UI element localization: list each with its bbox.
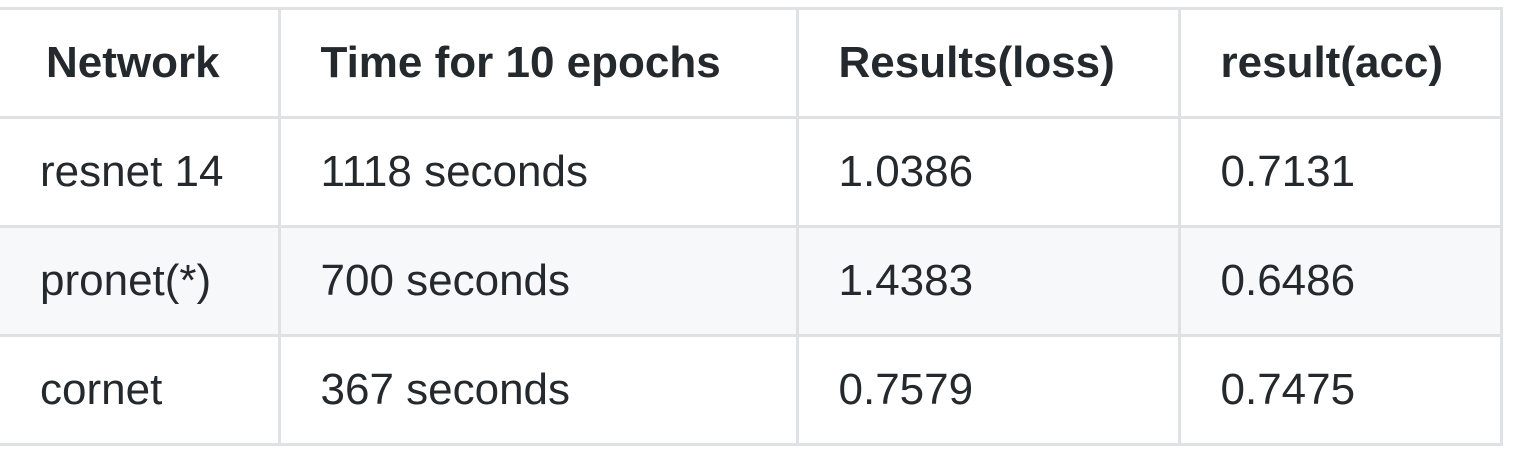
cell-loss: 1.0386 [795,116,1181,228]
cell-acc: 0.7131 [1177,116,1503,228]
table-header: Network Time for 10 epochs Results(loss)… [0,7,1503,119]
cell-time: 1118 seconds [277,116,799,228]
table-row: resnet 14 1118 seconds 1.0386 0.7131 [0,116,1503,228]
cell-acc: 0.6486 [1177,225,1503,337]
header-loss: Results(loss) [795,7,1181,119]
cell-network: resnet 14 [0,116,281,228]
cell-loss: 1.4383 [795,225,1181,337]
header-time: Time for 10 epochs [277,7,799,119]
header-row: Network Time for 10 epochs Results(loss)… [0,7,1503,119]
header-network: Network [0,7,281,119]
table-row: cornet 367 seconds 0.7579 0.7475 [0,334,1503,446]
cell-network: pronet(*) [0,225,281,337]
cell-network: cornet [0,334,281,446]
header-acc: result(acc) [1177,7,1503,119]
cell-time: 367 seconds [277,334,799,446]
table-body: resnet 14 1118 seconds 1.0386 0.7131 pro… [0,116,1503,446]
table-row: pronet(*) 700 seconds 1.4383 0.6486 [0,225,1503,337]
results-table: Network Time for 10 epochs Results(loss)… [0,7,1503,446]
cell-loss: 0.7579 [795,334,1181,446]
cell-time: 700 seconds [277,225,799,337]
cell-acc: 0.7475 [1177,334,1503,446]
